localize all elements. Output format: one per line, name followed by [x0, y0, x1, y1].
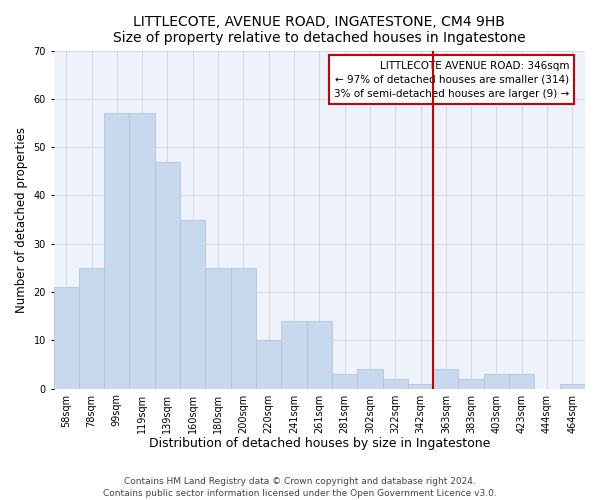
Bar [307, 321, 332, 388]
Title: LITTLECOTE, AVENUE ROAD, INGATESTONE, CM4 9HB
Size of property relative to detac: LITTLECOTE, AVENUE ROAD, INGATESTONE, CM… [113, 15, 526, 45]
Bar [408, 384, 433, 388]
Bar [383, 379, 408, 388]
Bar [357, 370, 383, 388]
Bar [560, 384, 585, 388]
Bar [281, 321, 307, 388]
Bar [53, 287, 79, 388]
Bar [509, 374, 535, 388]
Bar [104, 114, 130, 388]
Bar [433, 370, 458, 388]
Y-axis label: Number of detached properties: Number of detached properties [15, 126, 28, 312]
Bar [231, 268, 256, 388]
Bar [155, 162, 180, 388]
Bar [256, 340, 281, 388]
X-axis label: Distribution of detached houses by size in Ingatestone: Distribution of detached houses by size … [149, 437, 490, 450]
Bar [130, 114, 155, 388]
Bar [484, 374, 509, 388]
Text: LITTLECOTE AVENUE ROAD: 346sqm
← 97% of detached houses are smaller (314)
3% of : LITTLECOTE AVENUE ROAD: 346sqm ← 97% of … [334, 60, 569, 98]
Bar [458, 379, 484, 388]
Bar [79, 268, 104, 388]
Text: Contains HM Land Registry data © Crown copyright and database right 2024.
Contai: Contains HM Land Registry data © Crown c… [103, 476, 497, 498]
Bar [205, 268, 231, 388]
Bar [332, 374, 357, 388]
Bar [180, 220, 205, 388]
